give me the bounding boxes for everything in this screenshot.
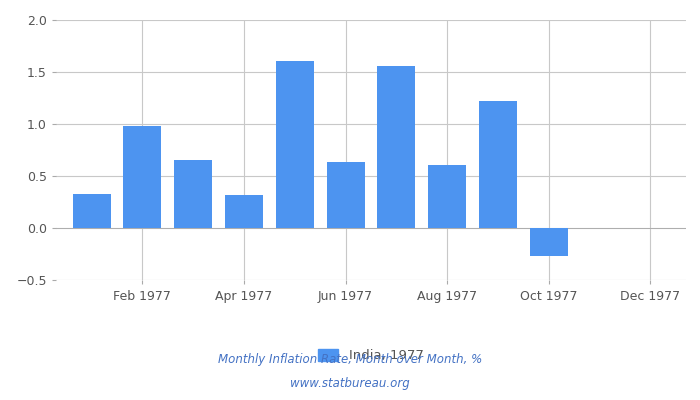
Bar xyxy=(174,160,212,228)
Bar xyxy=(326,162,365,228)
Bar xyxy=(479,101,517,228)
Bar xyxy=(530,228,568,256)
Bar xyxy=(225,195,263,228)
Legend: India, 1977: India, 1977 xyxy=(313,344,429,368)
Text: www.statbureau.org: www.statbureau.org xyxy=(290,378,410,390)
Bar xyxy=(276,60,314,228)
Bar xyxy=(428,164,466,228)
Text: Monthly Inflation Rate, Month over Month, %: Monthly Inflation Rate, Month over Month… xyxy=(218,354,482,366)
Bar xyxy=(73,194,111,228)
Bar xyxy=(123,126,162,228)
Bar xyxy=(377,66,416,228)
